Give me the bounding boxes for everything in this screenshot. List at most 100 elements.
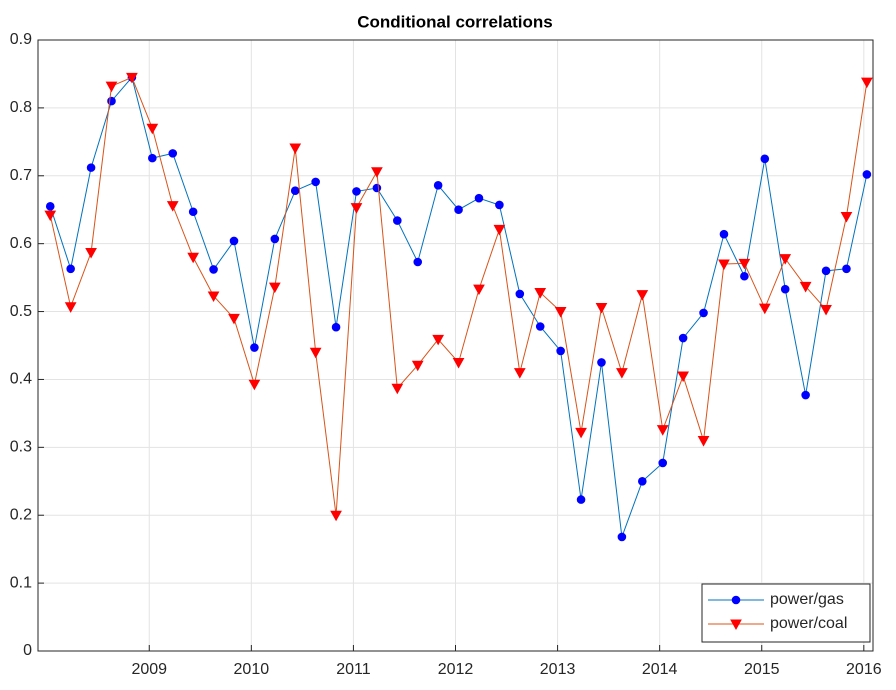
marker xyxy=(493,224,506,236)
marker xyxy=(556,346,565,356)
x-tick-label: 2013 xyxy=(540,661,576,678)
marker xyxy=(105,81,118,93)
x-tick-label: 2009 xyxy=(131,661,167,678)
marker xyxy=(617,532,627,542)
marker xyxy=(780,284,790,294)
marker xyxy=(699,308,708,318)
y-tick-label: 0.2 xyxy=(10,506,32,523)
y-tick-label: 0.8 xyxy=(10,99,32,116)
marker xyxy=(44,210,57,222)
marker xyxy=(678,333,688,343)
marker xyxy=(473,284,485,296)
marker xyxy=(760,154,770,164)
marker xyxy=(209,265,218,274)
marker xyxy=(719,229,729,239)
legend-marker xyxy=(731,595,741,605)
y-tick-label: 0.3 xyxy=(10,439,32,456)
legend-box xyxy=(701,583,871,643)
marker xyxy=(66,264,75,274)
x-tick-label: 2015 xyxy=(744,661,780,678)
marker xyxy=(309,347,322,359)
marker xyxy=(290,186,300,196)
marker xyxy=(636,290,649,301)
x-tick-label: 2011 xyxy=(336,661,371,678)
x-tick-label: 2012 xyxy=(438,661,474,678)
marker xyxy=(452,357,465,369)
marker xyxy=(738,258,751,270)
marker xyxy=(677,371,689,383)
marker xyxy=(474,193,484,203)
marker xyxy=(126,72,138,84)
marker xyxy=(616,368,628,379)
marker xyxy=(248,379,261,391)
marker xyxy=(166,201,179,212)
y-tick-label: 0.7 xyxy=(10,167,32,184)
marker xyxy=(228,313,240,325)
marker xyxy=(85,247,97,259)
marker xyxy=(495,200,504,210)
marker xyxy=(656,425,669,436)
marker xyxy=(207,291,220,302)
legend-label: power/coal xyxy=(770,615,847,632)
x-tick-label: 2014 xyxy=(642,661,678,678)
marker xyxy=(779,254,792,265)
marker xyxy=(697,436,710,447)
marker xyxy=(862,170,872,179)
marker xyxy=(188,207,198,217)
chart-title: Conditional correlations xyxy=(357,12,553,31)
marker xyxy=(801,390,810,400)
marker xyxy=(229,236,239,246)
marker xyxy=(350,203,363,214)
marker xyxy=(595,302,608,314)
marker xyxy=(821,266,831,276)
y-tick-label: 0.6 xyxy=(10,235,32,252)
marker xyxy=(433,180,443,190)
x-tick-label: 2016 xyxy=(846,661,882,678)
marker xyxy=(740,271,749,281)
marker xyxy=(534,288,547,299)
marker xyxy=(575,427,587,439)
marker xyxy=(411,360,424,372)
marker xyxy=(372,183,382,193)
marker xyxy=(311,177,320,187)
marker xyxy=(638,476,647,486)
marker xyxy=(250,343,259,352)
legend-label: power/gas xyxy=(770,591,844,608)
marker xyxy=(268,282,281,294)
marker xyxy=(515,289,525,299)
y-tick-label: 0.1 xyxy=(10,574,32,591)
y-tick-label: 0.4 xyxy=(10,371,32,388)
marker xyxy=(432,334,444,346)
y-tick-label: 0 xyxy=(23,642,32,659)
marker xyxy=(168,149,178,158)
marker xyxy=(454,205,463,215)
marker xyxy=(393,216,402,225)
axes-box xyxy=(37,39,874,652)
marker xyxy=(799,281,812,293)
x-tick-label: 2010 xyxy=(234,661,270,678)
marker xyxy=(718,259,730,271)
marker xyxy=(86,163,96,172)
marker xyxy=(535,322,545,331)
marker xyxy=(330,510,342,522)
marker xyxy=(820,305,832,316)
marker xyxy=(187,252,200,264)
marker xyxy=(331,322,341,332)
marker xyxy=(371,167,383,178)
marker xyxy=(270,234,280,244)
marker xyxy=(45,202,55,211)
marker xyxy=(413,257,423,267)
y-tick-label: 0.9 xyxy=(10,31,32,48)
marker xyxy=(861,77,873,89)
marker xyxy=(64,302,77,313)
marker xyxy=(597,358,606,367)
marker xyxy=(148,153,157,163)
marker xyxy=(146,123,159,135)
marker xyxy=(289,143,302,154)
marker xyxy=(758,303,771,315)
y-tick-label: 0.5 xyxy=(10,303,32,320)
marker xyxy=(842,264,851,274)
marker xyxy=(658,458,668,468)
legend-marker xyxy=(730,619,742,631)
